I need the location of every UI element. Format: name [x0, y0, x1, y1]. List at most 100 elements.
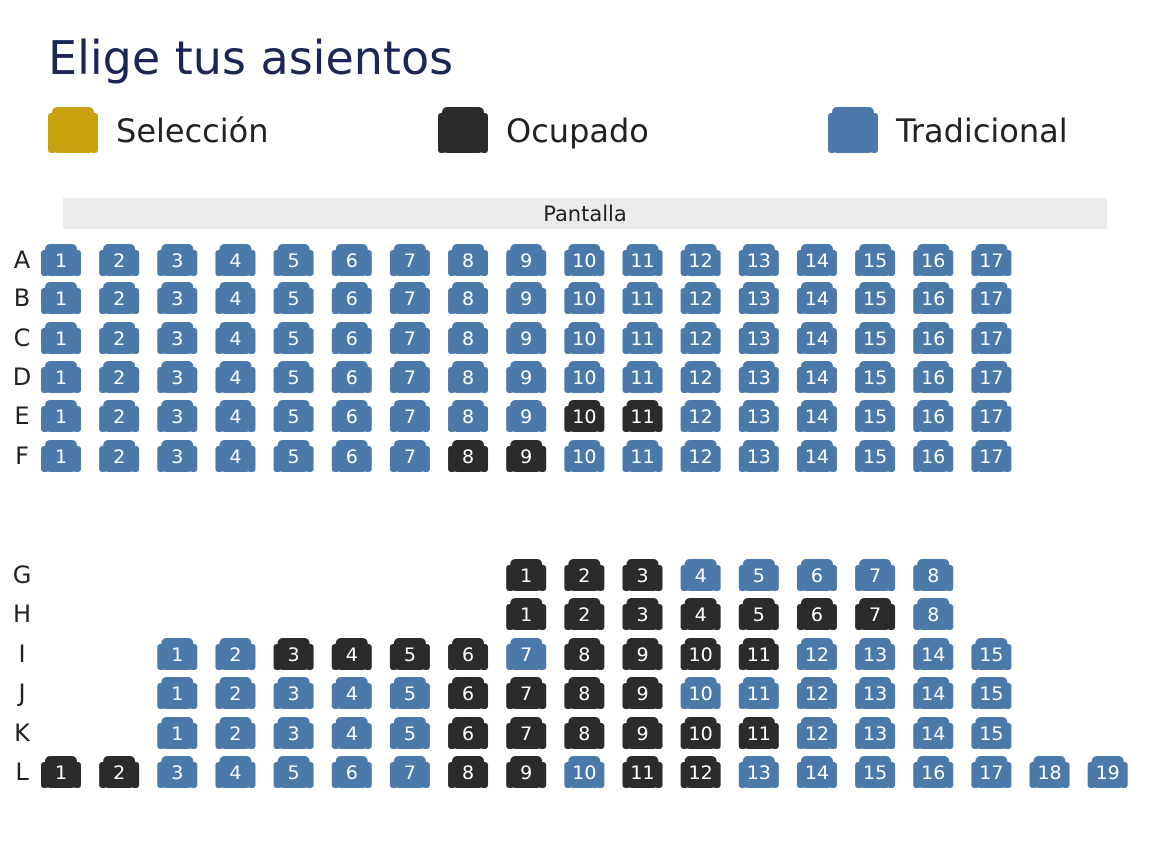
seat[interactable]: 4 [215, 400, 256, 432]
seat[interactable]: 6 [331, 322, 372, 354]
seat[interactable]: 1 [41, 282, 81, 314]
seat[interactable]: 14 [796, 322, 837, 354]
seat[interactable]: 3 [157, 440, 198, 472]
seat[interactable]: 17 [971, 361, 1012, 393]
seat[interactable]: 12 [680, 322, 721, 354]
seat[interactable]: 11 [622, 244, 663, 276]
seat[interactable]: 7 [389, 400, 430, 432]
seat[interactable]: 13 [855, 717, 896, 749]
seat[interactable]: 15 [855, 322, 896, 354]
seat[interactable]: 13 [738, 361, 779, 393]
seat[interactable]: 10 [564, 440, 605, 472]
seat[interactable]: 1 [41, 361, 81, 393]
seat[interactable]: 17 [971, 282, 1012, 314]
seat[interactable]: 2 [215, 717, 256, 749]
seat[interactable]: 15 [855, 756, 896, 788]
seat[interactable]: 7 [389, 322, 430, 354]
seat[interactable]: 13 [855, 677, 896, 709]
seat[interactable]: 8 [448, 282, 489, 314]
seat[interactable]: 9 [506, 361, 547, 393]
seat[interactable]: 6 [331, 361, 372, 393]
seat[interactable]: 3 [273, 717, 314, 749]
seat[interactable]: 15 [855, 400, 896, 432]
seat[interactable]: 8 [448, 322, 489, 354]
seat[interactable]: 16 [913, 361, 954, 393]
seat[interactable]: 4 [215, 440, 256, 472]
seat[interactable]: 6 [331, 282, 372, 314]
seat[interactable]: 7 [506, 638, 547, 670]
seat[interactable]: 12 [796, 638, 837, 670]
seat[interactable]: 7 [389, 756, 430, 788]
seat[interactable]: 10 [564, 282, 605, 314]
seat[interactable]: 16 [913, 322, 954, 354]
seat[interactable]: 14 [913, 638, 954, 670]
seat[interactable]: 12 [680, 244, 721, 276]
seat[interactable]: 10 [564, 244, 605, 276]
seat[interactable]: 5 [738, 559, 779, 591]
seat[interactable]: 9 [506, 244, 547, 276]
seat[interactable]: 6 [796, 559, 837, 591]
seat[interactable]: 16 [913, 244, 954, 276]
seat[interactable]: 17 [971, 440, 1012, 472]
seat[interactable]: 8 [448, 361, 489, 393]
seat[interactable]: 15 [855, 440, 896, 472]
seat[interactable]: 11 [622, 440, 663, 472]
seat[interactable]: 5 [273, 282, 314, 314]
seat[interactable]: 11 [622, 282, 663, 314]
seat[interactable]: 18 [1029, 756, 1070, 788]
seat[interactable]: 10 [564, 322, 605, 354]
seat[interactable]: 9 [506, 400, 547, 432]
seat[interactable]: 5 [273, 244, 314, 276]
seat[interactable]: 4 [215, 282, 256, 314]
seat[interactable]: 14 [796, 361, 837, 393]
seat[interactable]: 5 [273, 756, 314, 788]
seat[interactable]: 1 [41, 244, 81, 276]
seat[interactable]: 3 [157, 756, 198, 788]
seat[interactable]: 1 [41, 440, 81, 472]
seat[interactable]: 6 [331, 400, 372, 432]
seat[interactable]: 12 [680, 440, 721, 472]
seat[interactable]: 5 [273, 440, 314, 472]
seat[interactable]: 16 [913, 400, 954, 432]
seat[interactable]: 15 [855, 282, 896, 314]
seat[interactable]: 2 [99, 282, 140, 314]
seat[interactable]: 11 [622, 361, 663, 393]
seat[interactable]: 2 [215, 677, 256, 709]
seat[interactable]: 4 [331, 677, 372, 709]
seat[interactable]: 14 [913, 677, 954, 709]
seat[interactable]: 13 [738, 440, 779, 472]
seat[interactable]: 13 [738, 282, 779, 314]
seat[interactable]: 17 [971, 322, 1012, 354]
seat[interactable]: 14 [796, 244, 837, 276]
seat[interactable]: 9 [506, 282, 547, 314]
seat[interactable]: 1 [41, 400, 81, 432]
seat[interactable]: 5 [389, 717, 430, 749]
seat[interactable]: 2 [215, 638, 256, 670]
seat[interactable]: 2 [99, 244, 140, 276]
seat[interactable]: 4 [215, 361, 256, 393]
seat[interactable]: 16 [913, 282, 954, 314]
seat[interactable]: 4 [331, 717, 372, 749]
seat[interactable]: 7 [389, 361, 430, 393]
seat[interactable]: 1 [157, 717, 198, 749]
seat[interactable]: 9 [506, 322, 547, 354]
seat[interactable]: 14 [796, 282, 837, 314]
seat[interactable]: 11 [738, 677, 779, 709]
seat[interactable]: 3 [157, 282, 198, 314]
seat[interactable]: 2 [99, 440, 140, 472]
seat[interactable]: 13 [738, 244, 779, 276]
seat[interactable]: 10 [680, 677, 721, 709]
seat[interactable]: 2 [99, 400, 140, 432]
seat[interactable]: 15 [855, 244, 896, 276]
seat[interactable]: 5 [389, 677, 430, 709]
seat[interactable]: 12 [680, 400, 721, 432]
seat[interactable]: 7 [855, 559, 896, 591]
seat[interactable]: 8 [913, 559, 954, 591]
seat[interactable]: 3 [273, 677, 314, 709]
seat[interactable]: 10 [564, 756, 605, 788]
seat[interactable]: 6 [331, 244, 372, 276]
seat[interactable]: 13 [738, 756, 779, 788]
seat[interactable]: 2 [99, 322, 140, 354]
seat[interactable]: 5 [273, 400, 314, 432]
seat[interactable]: 4 [680, 559, 721, 591]
